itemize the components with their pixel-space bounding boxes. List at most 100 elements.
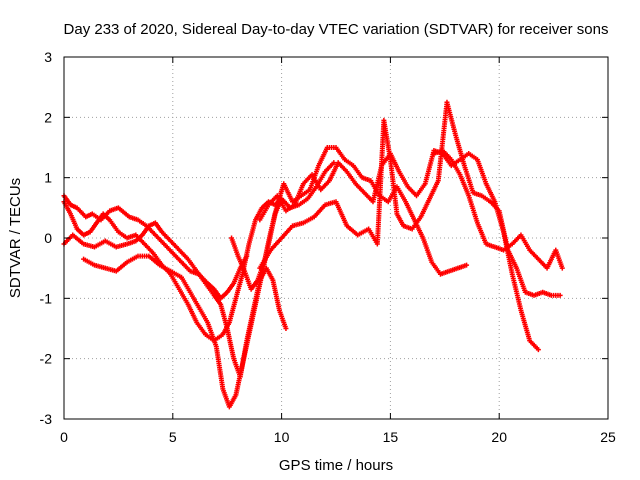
data-point-marker	[266, 194, 279, 208]
data-point-marker	[381, 117, 393, 161]
data-point-marker	[544, 249, 558, 271]
data-point-marker	[487, 199, 501, 212]
data-point-marker	[394, 184, 408, 203]
data-point-marker	[557, 292, 563, 298]
data-point-marker	[152, 220, 164, 233]
data-point-marker	[70, 232, 85, 246]
data-point-marker	[257, 204, 270, 223]
y-tick-label: 0	[44, 230, 52, 246]
data-point-marker	[492, 244, 505, 252]
x-tick-label: 5	[169, 429, 177, 445]
data-marks	[61, 99, 565, 410]
data-point-marker	[396, 169, 410, 188]
data-point-marker	[168, 271, 181, 290]
data-point-marker	[202, 332, 215, 342]
data-point-marker	[107, 217, 120, 233]
y-tick-label: -1	[40, 290, 53, 306]
data-point-marker	[100, 211, 111, 222]
data-point-marker	[213, 344, 226, 390]
series-track-7	[257, 99, 563, 298]
data-point-marker	[224, 282, 236, 295]
data-point-marker	[279, 224, 294, 241]
data-point-marker	[115, 205, 131, 219]
x-tick-label: 0	[60, 429, 68, 445]
data-point-marker	[268, 237, 283, 253]
x-tick-label: 15	[383, 429, 399, 445]
data-point-marker	[220, 386, 232, 408]
data-point-marker	[455, 263, 468, 271]
data-point-marker	[235, 253, 247, 272]
data-point-marker	[464, 262, 470, 268]
data-point-marker	[68, 211, 79, 230]
data-point-marker	[185, 256, 198, 272]
data-point-marker	[518, 232, 532, 251]
data-point-marker	[326, 161, 340, 184]
data-point-marker	[91, 262, 107, 271]
data-point-marker	[409, 216, 423, 232]
data-point-marker	[159, 229, 172, 243]
data-point-marker	[102, 265, 117, 274]
data-point-marker	[124, 254, 139, 265]
y-tick-label: -3	[40, 411, 53, 427]
data-point-marker	[344, 169, 357, 185]
data-point-marker	[142, 241, 155, 255]
data-point-marker	[187, 289, 201, 308]
data-point-marker	[559, 265, 565, 271]
data-point-marker	[300, 215, 315, 226]
data-point-marker	[535, 256, 549, 270]
data-point-marker	[483, 241, 496, 249]
data-point-marker	[361, 190, 375, 203]
data-point-marker	[252, 207, 264, 223]
data-point-marker	[466, 193, 480, 224]
data-point-marker	[87, 221, 99, 235]
data-point-marker	[146, 221, 157, 229]
data-point-marker	[300, 173, 314, 187]
axis-ticks: 0 5 10 15 20 25 -3 -2 -1 0 1 2 3	[40, 49, 616, 445]
data-point-marker	[231, 267, 242, 286]
data-point-marker	[276, 307, 288, 329]
data-point-marker	[448, 157, 462, 176]
data-point-marker	[233, 273, 245, 301]
data-point-marker	[531, 290, 544, 298]
data-point-marker	[194, 319, 207, 336]
data-point-marker	[115, 229, 128, 240]
x-tick-label: 10	[274, 429, 290, 445]
data-point-marker	[81, 241, 96, 250]
y-tick-label: -2	[40, 351, 53, 367]
data-point-marker	[229, 235, 240, 257]
data-point-marker	[496, 208, 510, 251]
data-point-marker	[316, 146, 329, 169]
y-tick-label: 2	[44, 109, 52, 125]
data-point-marker	[435, 101, 450, 184]
data-point-marker	[440, 151, 453, 167]
data-point-marker	[344, 223, 359, 237]
data-point-marker	[359, 175, 372, 183]
data-point-marker	[453, 132, 467, 167]
data-point-marker	[161, 241, 174, 255]
x-tick-label: 20	[491, 429, 507, 445]
data-point-marker	[292, 183, 306, 208]
data-point-marker	[68, 202, 78, 210]
data-point-marker	[226, 394, 238, 410]
data-point-marker	[194, 268, 207, 285]
data-point-marker	[457, 172, 471, 197]
data-point-marker	[514, 265, 528, 293]
data-point-marker	[246, 219, 258, 247]
data-point-marker	[113, 242, 128, 250]
data-point-marker	[387, 157, 400, 215]
data-point-marker	[446, 266, 459, 274]
data-point-marker	[81, 256, 96, 267]
data-point-marker	[74, 205, 87, 218]
data-point-marker	[268, 204, 280, 235]
data-point-marker	[233, 364, 245, 398]
data-point-marker	[527, 247, 540, 261]
data-point-marker	[331, 160, 337, 166]
data-point-marker	[474, 220, 488, 245]
x-axis-label: GPS time / hours	[279, 457, 393, 474]
data-point-marker	[239, 334, 252, 368]
data-point-marker	[509, 233, 523, 247]
data-point-marker	[135, 217, 148, 228]
data-point-marker	[205, 319, 219, 348]
data-point-marker	[289, 220, 305, 229]
